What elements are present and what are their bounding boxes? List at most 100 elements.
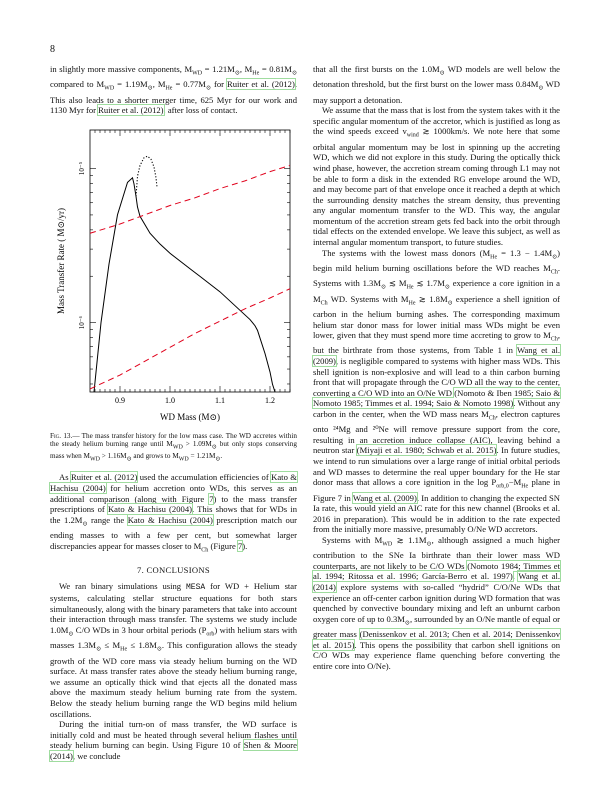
text-run: , after loss of contact. xyxy=(163,105,238,116)
subscript: ⊙ xyxy=(552,254,558,261)
x-tick-label: 1.1 xyxy=(215,396,225,405)
citation-link[interactable]: Kato & Hachisu (2004) xyxy=(106,503,193,516)
text-run: WD may support a detonation. xyxy=(313,79,560,105)
citation-link[interactable]: Ruiter et al. (2012) xyxy=(70,471,139,484)
text-run: C/O WDs in 3 hour orbital periods (P xyxy=(73,625,207,636)
text-run: We ran binary simulations using xyxy=(59,580,186,591)
subscript: orb,0 xyxy=(496,483,509,490)
text-run: ≳ 1.8M xyxy=(415,293,448,304)
text-run: plane in Figure 7 in xyxy=(313,477,560,503)
subscript: ⊙ xyxy=(538,86,544,93)
subscript: He xyxy=(408,300,416,307)
text-run: ≳ 1.1M xyxy=(392,534,427,545)
subscript: ⊙ xyxy=(82,521,88,528)
text-run: , M xyxy=(152,79,166,90)
text-run: = 1.3 − 1.4M xyxy=(497,247,553,258)
subscript: WD xyxy=(89,456,100,463)
text-run: , surrounded by an O/Ne mantle of equal … xyxy=(313,613,560,640)
text-run: −M xyxy=(508,477,522,488)
subscript: He xyxy=(120,647,128,654)
x-tick-label: 1.0 xyxy=(165,396,175,405)
citation-link[interactable]: (Nomoto 1984; Timmes et al. 1994; Ritoss… xyxy=(312,559,561,583)
text-run: > 1.16M xyxy=(99,452,127,461)
subscript: ⊙ xyxy=(215,456,221,463)
text-run: = 1.19M xyxy=(114,79,148,90)
subscript: ⊙ xyxy=(439,70,445,77)
series-line-solid-black xyxy=(93,176,276,392)
text-run: . Systems with 1.3M xyxy=(313,262,560,289)
citation-link[interactable]: Wang et al. (2014) xyxy=(312,570,561,594)
citation-link[interactable]: 7 xyxy=(236,539,244,552)
text-run: . xyxy=(512,571,519,582)
text-run: . In addition to changing the expected S… xyxy=(313,492,560,535)
text-run: , we conclude xyxy=(72,751,121,761)
left-column: in slightly more massive components, MWD… xyxy=(49,64,298,762)
paragraph: Systems with MWD ≳ 1.1M⊙, although assig… xyxy=(312,534,561,672)
citation-link[interactable]: 7 xyxy=(208,492,215,505)
text-run: and grows to M xyxy=(131,452,179,461)
text-run: prescription match our ending masses to … xyxy=(50,514,297,551)
subscript: Ch xyxy=(550,336,558,343)
x-tick-label: 0.9 xyxy=(115,396,125,405)
citation-link[interactable]: Wang et al. (2009) xyxy=(351,491,418,504)
figure-caption: Fig. 13.— The mass transfer history for … xyxy=(50,432,297,465)
text-run: , but the birthrate from those systems, … xyxy=(313,330,560,356)
y-axis-label: Mass Transfer Rate ( M⊙/yr) xyxy=(56,208,66,314)
text-run: = 0.81M xyxy=(259,64,292,74)
subscript: He xyxy=(252,70,260,77)
subscript: He xyxy=(521,483,529,490)
text-run: WD models are well below the detonation … xyxy=(313,64,560,90)
subscript: ⊙ xyxy=(211,444,217,451)
paragraph: During the initial turn-on of mass trans… xyxy=(49,719,298,762)
citation-link[interactable]: Ruiter et al. (2012) xyxy=(225,78,296,91)
text-run: ) to the mass transfer prescriptions of xyxy=(50,493,297,515)
series-line-dashed-red xyxy=(89,288,291,390)
text-run: ) begin mild helium burning oscillations… xyxy=(313,247,560,273)
subscript: ⊙ xyxy=(147,86,153,93)
y-tick-label: 10⁻⁶ xyxy=(78,315,86,329)
text-run: — The mass transfer history for the low … xyxy=(50,431,297,449)
citation-link[interactable]: (Miyaji et al. 1980; Schwab et al. 2015) xyxy=(355,444,498,457)
citation-link[interactable]: Kato & Hachisu (2004) xyxy=(126,513,214,526)
paragraph: in slightly more massive components, MWD… xyxy=(50,64,297,117)
text-run: range the xyxy=(87,514,128,525)
text-run: . This also leads to a shorter merger ti… xyxy=(50,79,297,116)
citation-link[interactable]: Kato & Hachisu (2004) xyxy=(49,471,298,495)
text-run: The systems with the lowest mass donors … xyxy=(322,247,491,258)
citation-link[interactable]: Wang et al. (2009) xyxy=(312,344,561,367)
text-run: explore systems with so-called “hydrid” … xyxy=(313,582,560,624)
text-run: ). xyxy=(242,540,248,551)
text-run: , electron captures onto ²⁴Mg and ²⁰Ne w… xyxy=(313,408,560,456)
chart-series xyxy=(89,155,291,392)
page-number: 8 xyxy=(50,44,55,55)
text-run: ≤ M xyxy=(101,640,121,651)
plot-frame xyxy=(89,129,291,393)
text-run: . In future studies, we intend to run si… xyxy=(313,445,560,488)
citation-link[interactable]: Shen & Moore (2014) xyxy=(49,739,298,762)
x-tick-label: 1.2 xyxy=(265,396,275,405)
subscript: ⊙ xyxy=(96,647,102,654)
text-run: During the initial turn-on of mass trans… xyxy=(50,719,297,751)
text-run: = 1.21M xyxy=(188,452,216,461)
text-run: (Figure xyxy=(208,540,238,551)
text-run: for helium accretion onto WDs, this serv… xyxy=(50,483,297,504)
citation-link[interactable]: (Denissenkov et al. 2013; Chen et al. 20… xyxy=(312,628,561,651)
text-run: = 0.77M xyxy=(172,79,206,90)
text-run: . This configuration allows the steady g… xyxy=(50,640,297,719)
subscript: ⊙ xyxy=(444,285,450,291)
subscript: WD xyxy=(172,444,183,451)
text-run: , although assigned a much higher contri… xyxy=(313,534,560,571)
citation-link[interactable]: (Nomoto & Iben 1985; Saio & Nomoto 1985;… xyxy=(311,386,562,410)
citation-link[interactable]: Ruiter et al. (2012) xyxy=(97,104,165,117)
subscript: ⊙ xyxy=(234,70,240,77)
subscript: ⊙ xyxy=(68,631,74,638)
text-run: , M xyxy=(239,64,253,74)
subscript: wind xyxy=(406,133,419,140)
subscript: ⊙ xyxy=(156,647,162,654)
subscript: ⊙ xyxy=(291,70,297,77)
paragraph: that all the first bursts on the 1.0M⊙ W… xyxy=(313,64,560,105)
text-run: As xyxy=(59,472,72,483)
text-run: ≲ M xyxy=(386,278,407,289)
subscript: WD xyxy=(192,70,203,77)
text-run: WD. Systems with M xyxy=(327,293,409,304)
